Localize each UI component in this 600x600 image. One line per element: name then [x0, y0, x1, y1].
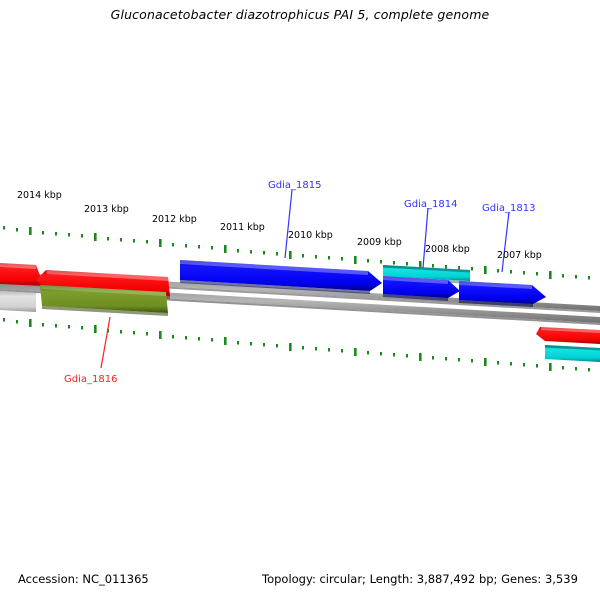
page-title: Gluconacetobacter diazotrophicus PAI 5, … [110, 7, 490, 22]
genome-stats-text: Topology: circular; Length: 3,887,492 bp… [262, 572, 578, 586]
tick-label-2011: 2011 kbp [220, 222, 265, 233]
gene-feature-red-left-clipped[interactable] [0, 263, 44, 286]
tick-label-2012: 2012 kbp [152, 214, 197, 225]
ruler-ticks-upper [3, 226, 590, 280]
tick-label-2008: 2008 kbp [425, 244, 470, 255]
ruler-ticks-lower [3, 318, 590, 372]
tick-label-2010: 2010 kbp [288, 230, 333, 241]
gene-label-gdia-1815[interactable]: Gdia_1815 [268, 180, 322, 191]
gene-feature-red-right-clipped[interactable] [536, 327, 600, 344]
tick-label-2014: 2014 kbp [17, 190, 62, 201]
gene-feature-gdia-1814-blue[interactable] [383, 276, 460, 301]
gene-label-gdia-1813[interactable]: Gdia_1813 [482, 203, 536, 214]
connector-gdia-1813 [501, 211, 510, 273]
gene-feature-gdia-1815[interactable] [180, 260, 382, 294]
gene-feature-gray-left-clipped[interactable] [0, 291, 36, 312]
gene-label-gdia-1814[interactable]: Gdia_1814 [404, 199, 458, 210]
gene-feature-cyan-right-clipped[interactable] [545, 345, 600, 362]
connector-gdia-1815 [284, 189, 293, 259]
label-connectors [100, 189, 510, 369]
gene-feature-gdia-1813[interactable] [459, 281, 546, 307]
tick-label-2007: 2007 kbp [497, 250, 542, 261]
connector-gdia-1816 [100, 316, 111, 369]
gene-label-gdia-1816[interactable]: Gdia_1816 [64, 374, 118, 385]
tick-label-2013: 2013 kbp [84, 204, 129, 215]
tick-label-2009: 2009 kbp [357, 237, 402, 248]
gene-feature-gdia-1816-olive[interactable] [40, 285, 168, 316]
connector-gdia-1814 [422, 207, 429, 269]
accession-text: Accession: NC_011365 [18, 572, 149, 586]
